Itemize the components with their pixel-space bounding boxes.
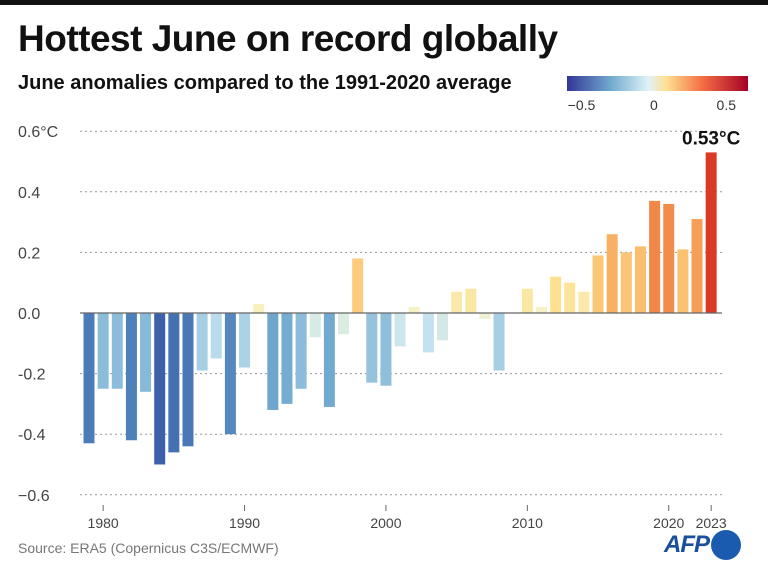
bar-1993 <box>281 313 293 404</box>
bar-2008 <box>493 313 505 371</box>
bar-1984 <box>154 313 166 465</box>
colorbar-tick-label: 0.5 <box>717 97 737 113</box>
bar-1988 <box>210 313 222 359</box>
bar-2000 <box>380 313 392 386</box>
bar-2003 <box>422 313 434 353</box>
bar-2023 <box>705 152 717 313</box>
bar-1982 <box>125 313 137 441</box>
bar-1985 <box>168 313 180 453</box>
y-tick-label: 0.6°C <box>18 124 58 141</box>
bar-1997 <box>338 313 350 335</box>
x-tick-label: 2010 <box>512 515 543 531</box>
bar-2017 <box>620 252 632 313</box>
bar-1999 <box>366 313 378 383</box>
colorbar-tick-label: −0.5 <box>568 97 596 113</box>
bar-2011 <box>535 306 547 313</box>
bar-2006 <box>465 288 477 313</box>
y-tick-label: 0.0 <box>18 306 40 323</box>
bar-1986 <box>182 313 194 447</box>
bar-1990 <box>239 313 251 368</box>
afp-logo-dot <box>711 530 741 560</box>
bar-2005 <box>451 291 463 313</box>
bar-2014 <box>578 291 590 313</box>
bar-2018 <box>634 246 646 313</box>
colorbar <box>567 76 748 91</box>
bar-1983 <box>140 313 152 392</box>
bar-2021 <box>677 249 689 313</box>
y-tick-label: -0.2 <box>18 367 46 384</box>
bar-2016 <box>606 234 618 313</box>
bar-1992 <box>267 313 279 410</box>
bar-1994 <box>295 313 307 389</box>
x-tick-label: 2023 <box>696 515 727 531</box>
y-tick-label: 0.4 <box>18 185 40 202</box>
x-tick-label: 2020 <box>653 515 684 531</box>
bar-1987 <box>196 313 208 371</box>
chart-subtitle: June anomalies compared to the 1991-2020… <box>18 72 512 94</box>
bar-1981 <box>111 313 123 389</box>
x-tick-label: 2000 <box>370 515 401 531</box>
bar-1996 <box>323 313 335 407</box>
bar-2020 <box>663 203 675 313</box>
bar-2022 <box>691 219 703 313</box>
chart-title: Hottest June on record globally <box>18 18 558 59</box>
bar-1979 <box>83 313 95 444</box>
x-tick-label: 1980 <box>88 515 119 531</box>
bar-1980 <box>97 313 109 389</box>
colorbar-tick-label: 0 <box>650 97 658 113</box>
top-bar <box>0 0 768 5</box>
afp-logo-text: AFP <box>664 531 710 558</box>
peak-annotation: 0.53°C <box>682 128 741 149</box>
y-tick-label: -0.4 <box>18 427 46 444</box>
bar-1995 <box>309 313 321 338</box>
bar-2012 <box>550 276 562 313</box>
bar-2015 <box>592 255 604 313</box>
bar-2007 <box>479 313 491 320</box>
bar-2001 <box>394 313 406 347</box>
y-tick-label: −0.6 <box>18 488 50 505</box>
bar-1989 <box>224 313 236 435</box>
y-tick-label: 0.2 <box>18 245 40 262</box>
afp-logo: AFP <box>664 530 741 560</box>
bar-2004 <box>437 313 448 341</box>
bar-2019 <box>649 200 661 313</box>
bar-2010 <box>521 288 533 313</box>
bar-1998 <box>352 258 364 313</box>
bar-2002 <box>408 306 420 313</box>
source-note: Source: ERA5 (Copernicus C3S/ECMWF) <box>18 540 279 556</box>
bar-2013 <box>564 282 576 313</box>
x-tick-label: 1990 <box>229 515 260 531</box>
bar-1991 <box>253 303 265 313</box>
